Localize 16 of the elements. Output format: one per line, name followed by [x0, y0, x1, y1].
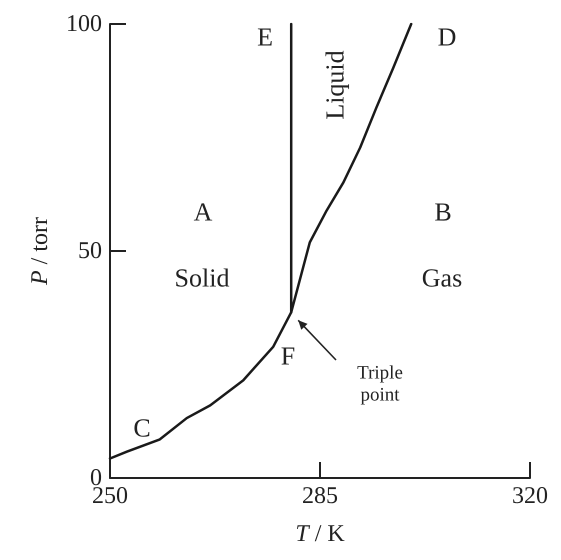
annotation: Gas	[422, 264, 462, 292]
annotation: Liquid	[320, 50, 350, 120]
annotation: A	[194, 198, 213, 226]
x-tick-label: 320	[512, 483, 548, 509]
annotation: Solid	[174, 264, 230, 292]
annotation: C	[133, 414, 151, 442]
y-tick-label: 100	[66, 11, 102, 37]
annotation: D	[438, 22, 456, 52]
annotation: F	[280, 342, 296, 370]
y-axis-title: P / torr	[27, 217, 53, 286]
annotation: E	[257, 22, 273, 52]
annotation: Triple point	[357, 362, 403, 406]
x-axis-title: T / K	[295, 521, 346, 547]
x-tick-label: 285	[302, 483, 338, 509]
annotation: B	[434, 198, 452, 226]
y-tick-label: 50	[78, 238, 102, 264]
